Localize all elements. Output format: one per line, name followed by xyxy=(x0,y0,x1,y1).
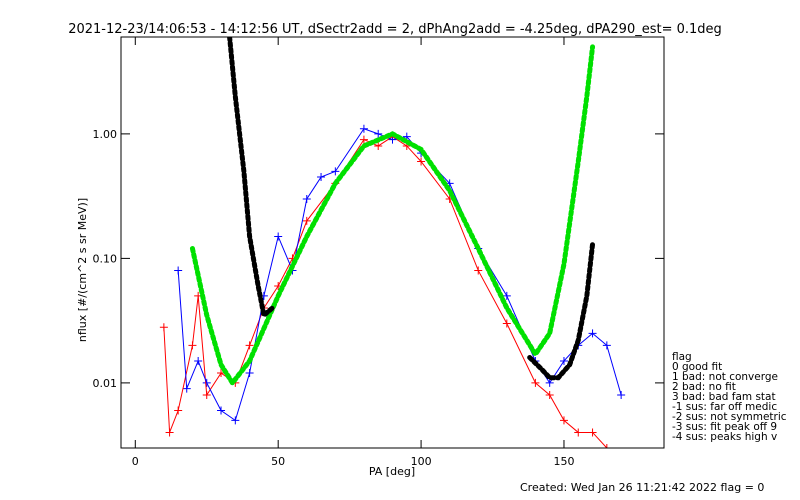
legend-item: -3 sus: fit peak off 9 xyxy=(672,421,777,433)
plot-content xyxy=(159,37,626,448)
x-tick-label: 50 xyxy=(271,455,285,468)
x-tick-label: 100 xyxy=(411,455,432,468)
chart-title: 2021-12-23/14:06:53 - 14:12:56 UT, dSect… xyxy=(68,22,722,37)
fit-curve-2 xyxy=(527,241,596,381)
plot-area xyxy=(159,37,626,448)
data-point xyxy=(617,390,626,399)
axes: 0 50 100 150 0.01 0.10 1.00 xyxy=(93,36,665,468)
legend-item: 0 good fit xyxy=(672,361,723,373)
legend-item: 2 bad: no fit xyxy=(672,381,736,393)
y-tick-label: 0.01 xyxy=(93,377,118,390)
legend-item: 1 bad: not converge xyxy=(672,371,778,383)
legend-item: -2 sus: not symmetric xyxy=(672,411,787,423)
fit-curve-0 xyxy=(189,44,596,388)
series-line-red xyxy=(163,136,608,448)
x-tick-label: 150 xyxy=(553,455,574,468)
x-tick-label: 0 xyxy=(132,455,139,468)
y-axis-label: nflux [#/(cm^2 s sr MeV)] xyxy=(76,198,89,342)
legend: flag 0 good fit 1 bad: not converge 2 ba… xyxy=(672,352,800,442)
legend-item: 3 bad: bad fam stat xyxy=(672,391,776,403)
plot-frame xyxy=(120,36,665,449)
legend-item: -1 sus: far off medic xyxy=(672,401,778,413)
legend-item: -4 sus: peaks high v xyxy=(672,431,778,442)
legend-title: flag xyxy=(672,352,692,363)
data-point xyxy=(602,444,611,448)
y-tick-label: 0.10 xyxy=(93,252,118,265)
series-line-blue xyxy=(177,128,622,422)
footer-created: Created: Wed Jan 26 11:21:42 2022 flag =… xyxy=(520,481,765,494)
x-axis-label: PA [deg] xyxy=(369,465,415,478)
legend-items: 0 good fit 1 bad: not converge 2 bad: no… xyxy=(672,362,800,442)
y-tick-label: 1.00 xyxy=(93,128,118,141)
fit-curve-1 xyxy=(227,37,275,320)
